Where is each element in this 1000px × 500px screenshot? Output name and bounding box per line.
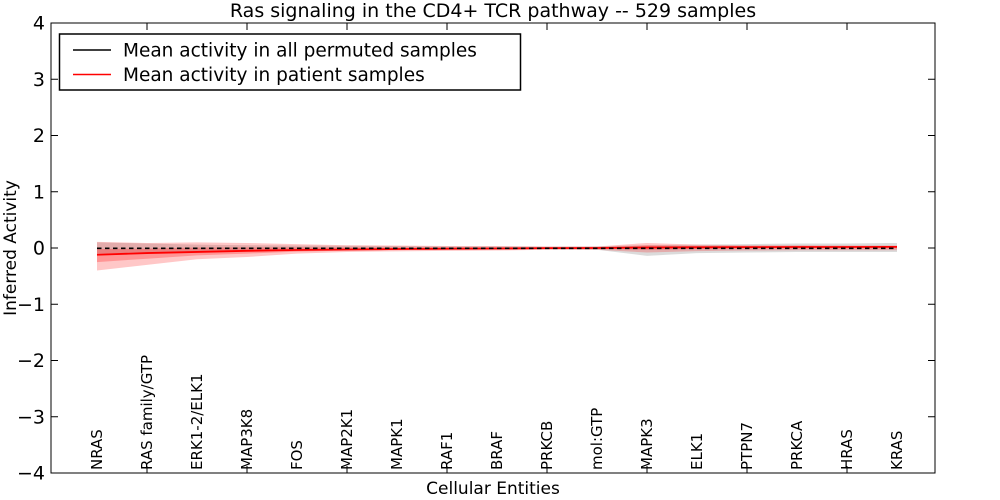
x-category-label: RAF1 [438,432,456,470]
x-category-label: FOS [288,440,306,470]
legend-box [58,33,522,91]
x-category-label: HRAS [838,429,856,470]
x-category-label: PRKCA [788,420,806,470]
y-tick-label: −3 [17,406,45,428]
y-tick-label: −2 [17,350,45,372]
chart-title: Ras signaling in the CD4+ TCR pathway --… [230,0,756,22]
legend: Mean activity in all permuted samples Me… [58,33,522,91]
x-category-label: MAP2K1 [338,409,356,470]
x-category-label: KRAS [888,431,906,470]
x-axis-label: Cellular Entities [426,479,560,499]
x-category-label: PRKCB [538,421,556,470]
y-axis-label: Inferred Activity [1,180,21,316]
plot-area: 4 3 2 1 0 −1 −2 −3 −4 NRAS RAS family/GTP ERK1-2/EL… [17,13,936,485]
x-category-label: BRAF [488,431,506,470]
x-category-label: ELK1 [688,433,706,470]
x-category-label: mol:GTP [588,408,606,470]
y-tick-label: 4 [33,13,45,35]
x-category-label: NRAS [88,429,106,470]
x-category-label: RAS family/GTP [138,355,156,470]
x-category-label: ERK1-2/ELK1 [188,373,206,470]
legend-label-patient: Mean activity in patient samples [123,65,425,86]
x-category-label: MAPK1 [388,418,406,470]
x-category-label: MAP3K8 [238,409,256,470]
legend-label-permuted: Mean activity in all permuted samples [123,41,477,62]
y-tick-label: 2 [33,125,45,147]
x-category-label: PTPN7 [738,422,756,470]
band-patient-samples-spread-outer [97,241,897,271]
y-tick-label: 1 [33,181,45,203]
y-tick-label: 3 [33,69,45,91]
y-tick-label: −1 [17,294,45,316]
y-tick-label: 0 [33,238,45,260]
y-tick-label: −4 [17,463,45,485]
x-category-label: MAPK3 [638,418,656,470]
